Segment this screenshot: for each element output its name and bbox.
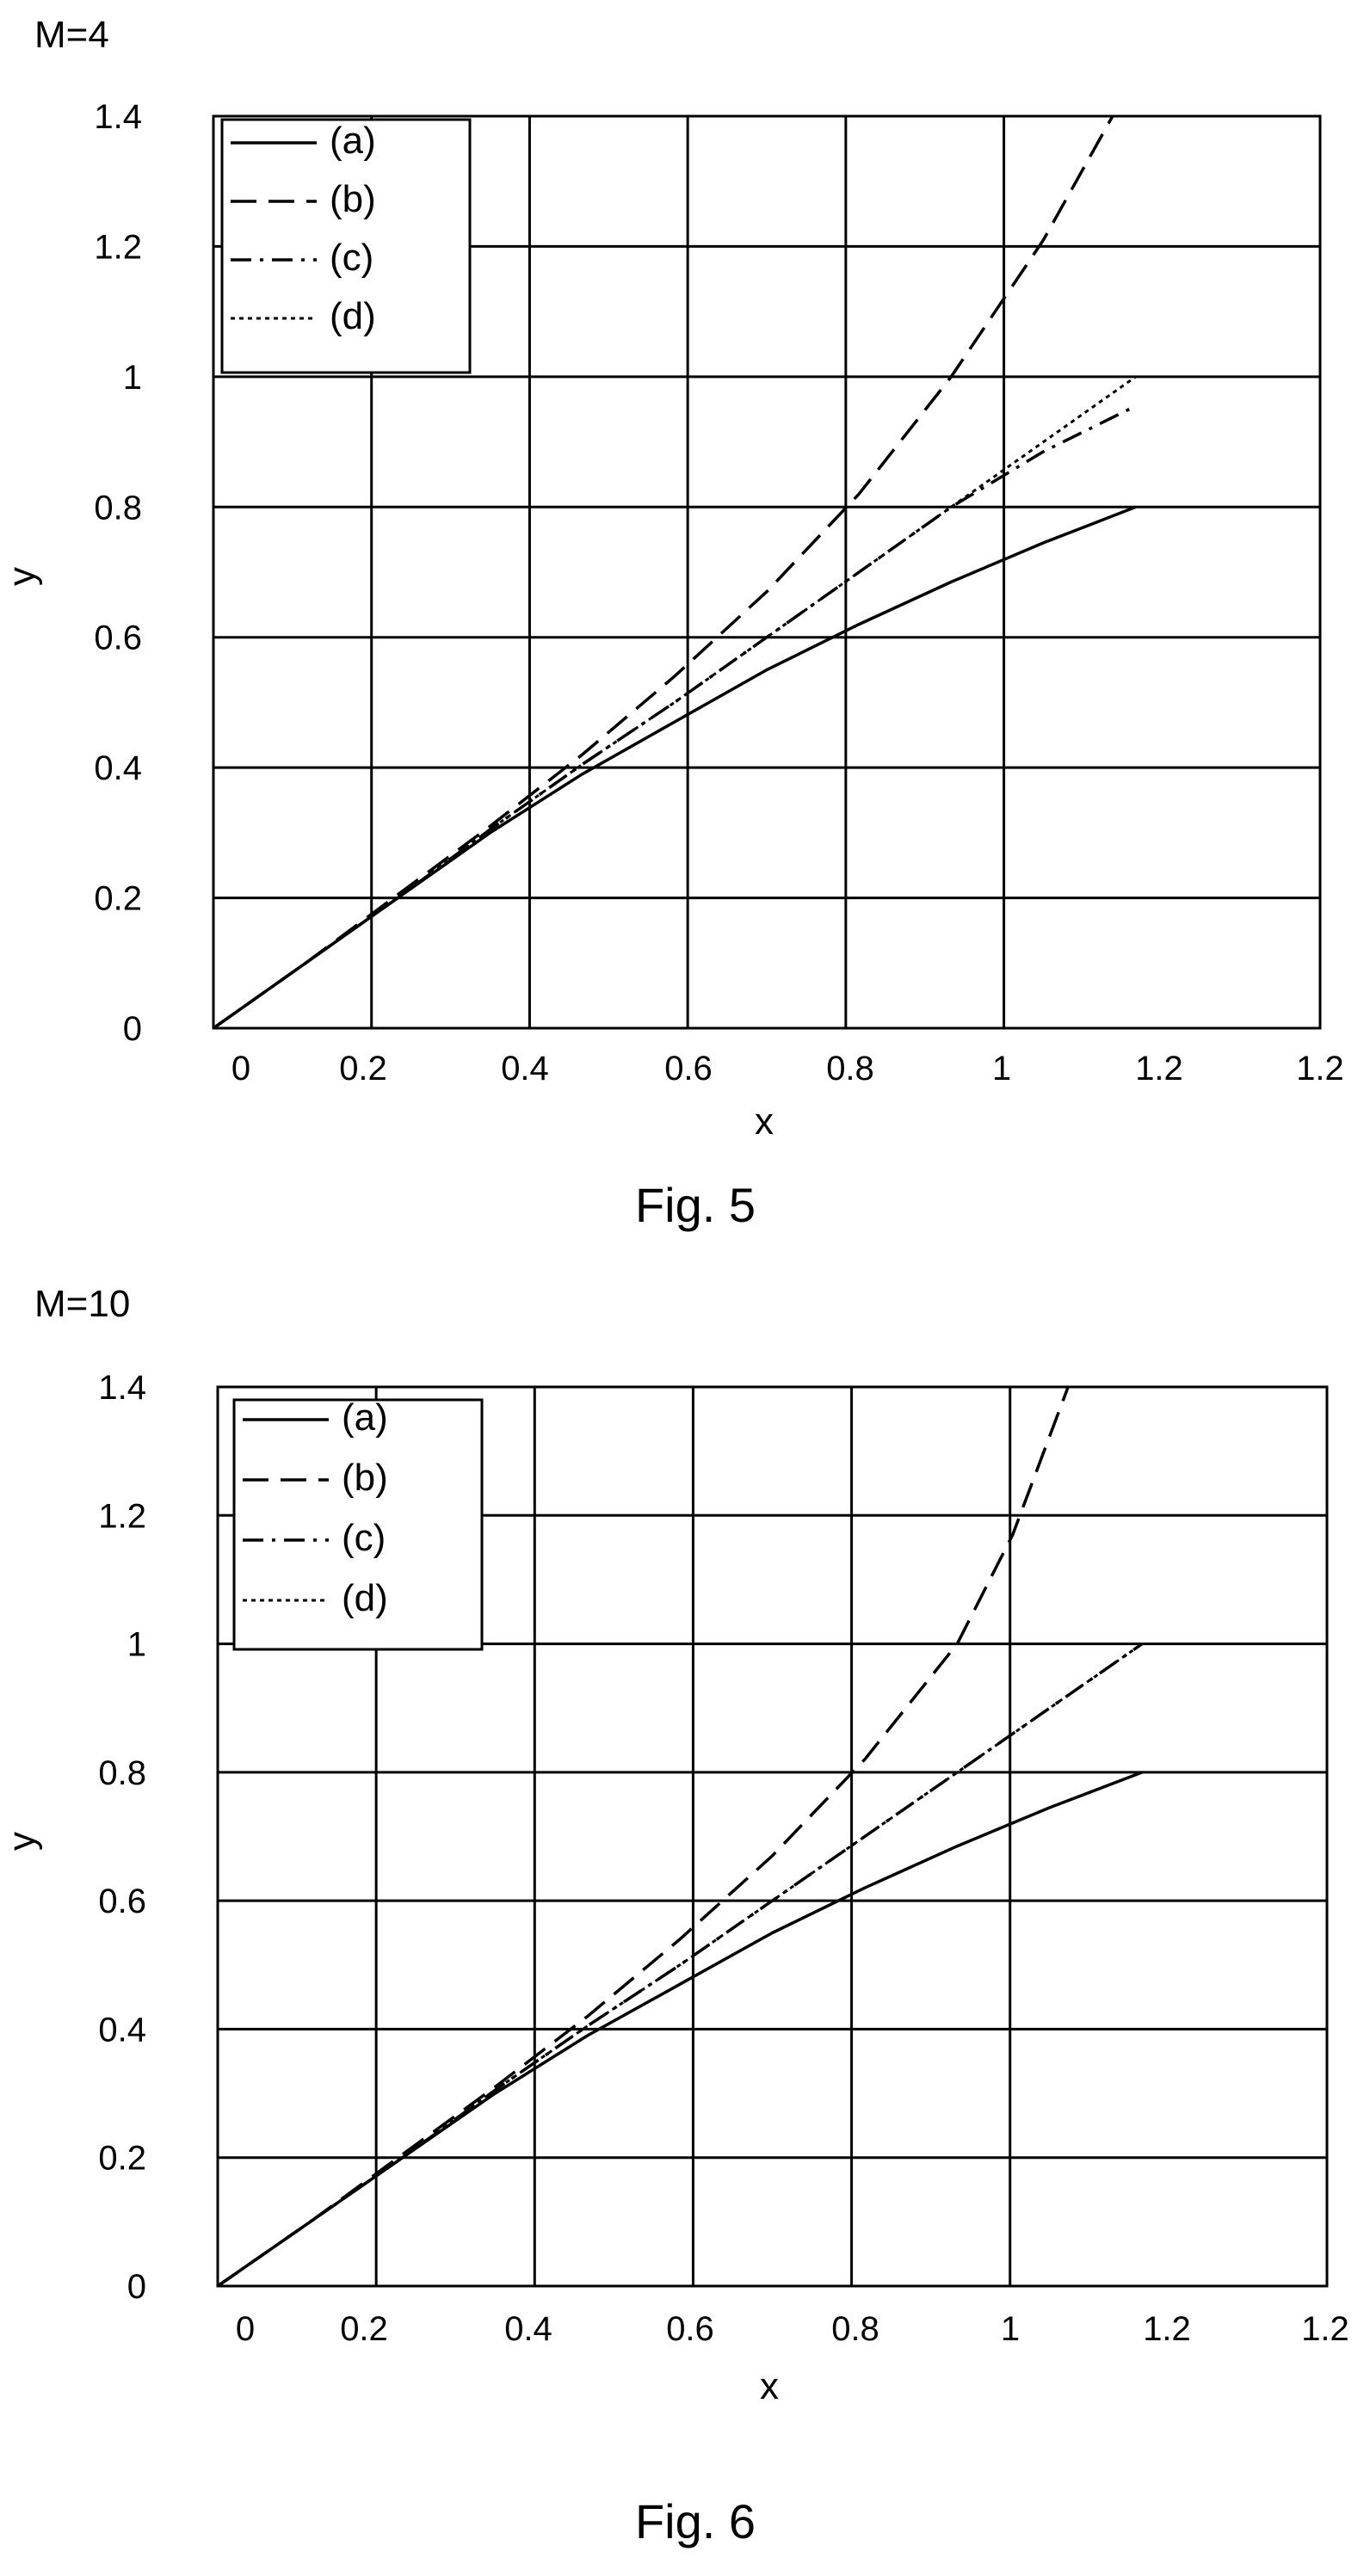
y-tick-label: 0.2 [94, 880, 142, 918]
y-tick-label: 0 [127, 2268, 146, 2306]
y-tick-label: 0.2 [98, 2140, 146, 2178]
plot-frame [216, 1385, 1329, 2288]
y-tick-label: 0 [123, 1010, 142, 1048]
figure-caption: Fig. 6 [635, 2494, 756, 2548]
y-tick-label: 0.6 [98, 1883, 146, 1920]
chart-title: M=4 [34, 14, 109, 56]
y-tick-label: 1.2 [94, 228, 142, 266]
chart-fig5: M=4 0 0.2 0.4 0.6 0.8 1 1.2 1.4 0 0.2 0.4 0.6 0.8 1 1.2… [1, 14, 1344, 1232]
series-line-1 [212, 115, 1114, 1030]
series-line-0 [217, 1771, 1143, 2288]
legend-label: (a) [342, 1396, 388, 1439]
x-tick-label: 0.8 [831, 2310, 879, 2348]
legend-label: (a) [330, 120, 376, 162]
x-tick-label: 0.4 [501, 1050, 549, 1088]
y-axis-label: y [1, 567, 43, 586]
y-tick-label: 0.4 [94, 749, 142, 787]
x-tick-label: 0 [236, 2310, 255, 2348]
y-tick-label: 0.8 [98, 1754, 146, 1792]
chart-title: M=10 [34, 1283, 130, 1325]
x-tick-label: 0.4 [504, 2310, 552, 2348]
series-line-3 [217, 1642, 1144, 2288]
x-axis-label: x [760, 2365, 779, 2407]
legend-label: (b) [342, 1457, 388, 1499]
x-tick-label: 1.2 [1301, 2310, 1349, 2348]
y-tick-label: 1.4 [94, 98, 142, 136]
legend-box [232, 1398, 484, 1651]
legend-label: (c) [342, 1517, 386, 1559]
x-tick-label: 0.6 [666, 2310, 714, 2348]
x-tick-label: 0.6 [664, 1050, 713, 1088]
y-tick-label: 1.2 [98, 1497, 146, 1535]
x-tick-label: 0 [231, 1050, 250, 1088]
x-tick-label: 0.2 [339, 1050, 387, 1088]
series-line-0 [212, 505, 1137, 1030]
x-tick-label: 1.2 [1135, 1050, 1183, 1088]
plot-frame [212, 114, 1322, 1030]
legend-label: (c) [330, 237, 373, 279]
x-axis-label: x [755, 1100, 774, 1143]
x-tick-label: 0.8 [826, 1050, 874, 1088]
legend-label: (d) [330, 295, 376, 337]
legend-box [220, 118, 472, 374]
x-tick-label: 1.2 [1296, 1050, 1344, 1088]
y-tick-label: 0.8 [94, 489, 142, 527]
y-tick-label: 0.6 [94, 619, 142, 657]
x-tick-label: 1 [1001, 2310, 1020, 2348]
series-line-2 [212, 404, 1137, 1030]
x-tick-label: 1.2 [1143, 2310, 1191, 2348]
y-tick-label: 1 [127, 1626, 146, 1664]
legend-label: (b) [330, 178, 376, 220]
series-line-3 [213, 375, 1137, 1030]
x-tick-label: 0.2 [340, 2310, 388, 2348]
y-tick-label: 1.4 [98, 1369, 146, 1407]
figure-caption: Fig. 5 [635, 1178, 756, 1232]
y-tick-label: 1 [123, 359, 142, 397]
x-tick-label: 1 [992, 1050, 1011, 1088]
y-tick-label: 0.4 [98, 2011, 146, 2049]
legend-label: (d) [342, 1577, 388, 1619]
chart-fig6: M=10 0 0.2 0.4 0.6 0.8 1 1.2 1.4 0 0.2 0.4 0.6 0.8 1 1.… [1, 1283, 1349, 2548]
y-axis-label: y [1, 1832, 43, 1851]
series-line-1 [217, 1386, 1070, 2288]
